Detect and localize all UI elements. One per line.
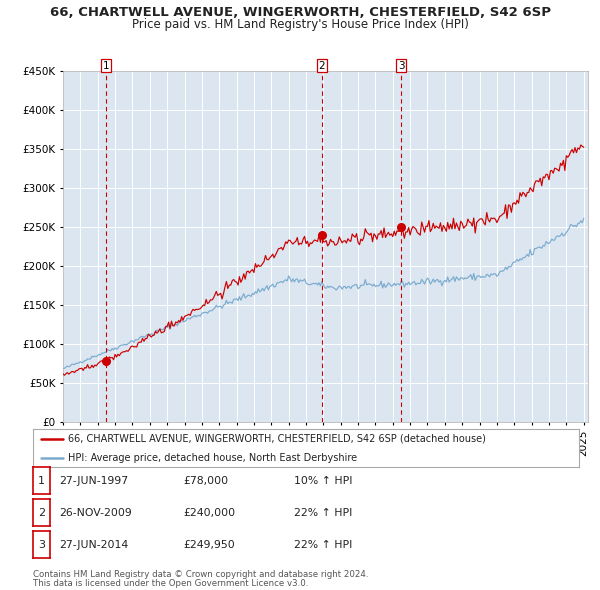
Text: £78,000: £78,000: [183, 476, 228, 486]
Text: 22% ↑ HPI: 22% ↑ HPI: [294, 540, 352, 549]
Text: 1: 1: [103, 61, 109, 71]
Text: £249,950: £249,950: [183, 540, 235, 549]
Text: Price paid vs. HM Land Registry's House Price Index (HPI): Price paid vs. HM Land Registry's House …: [131, 18, 469, 31]
Text: 27-JUN-2014: 27-JUN-2014: [59, 540, 128, 549]
Text: 66, CHARTWELL AVENUE, WINGERWORTH, CHESTERFIELD, S42 6SP: 66, CHARTWELL AVENUE, WINGERWORTH, CHEST…: [49, 6, 551, 19]
Text: 26-NOV-2009: 26-NOV-2009: [59, 508, 131, 517]
Text: This data is licensed under the Open Government Licence v3.0.: This data is licensed under the Open Gov…: [33, 579, 308, 588]
Text: 3: 3: [398, 61, 404, 71]
Text: 27-JUN-1997: 27-JUN-1997: [59, 476, 128, 486]
Text: 1: 1: [38, 476, 45, 486]
Text: 2: 2: [38, 508, 45, 517]
Text: 10% ↑ HPI: 10% ↑ HPI: [294, 476, 353, 486]
Text: Contains HM Land Registry data © Crown copyright and database right 2024.: Contains HM Land Registry data © Crown c…: [33, 570, 368, 579]
Text: 66, CHARTWELL AVENUE, WINGERWORTH, CHESTERFIELD, S42 6SP (detached house): 66, CHARTWELL AVENUE, WINGERWORTH, CHEST…: [68, 434, 487, 444]
Text: 22% ↑ HPI: 22% ↑ HPI: [294, 508, 352, 517]
Text: 2: 2: [319, 61, 325, 71]
Text: £240,000: £240,000: [183, 508, 235, 517]
Text: 3: 3: [38, 540, 45, 549]
Text: HPI: Average price, detached house, North East Derbyshire: HPI: Average price, detached house, Nort…: [68, 453, 358, 463]
